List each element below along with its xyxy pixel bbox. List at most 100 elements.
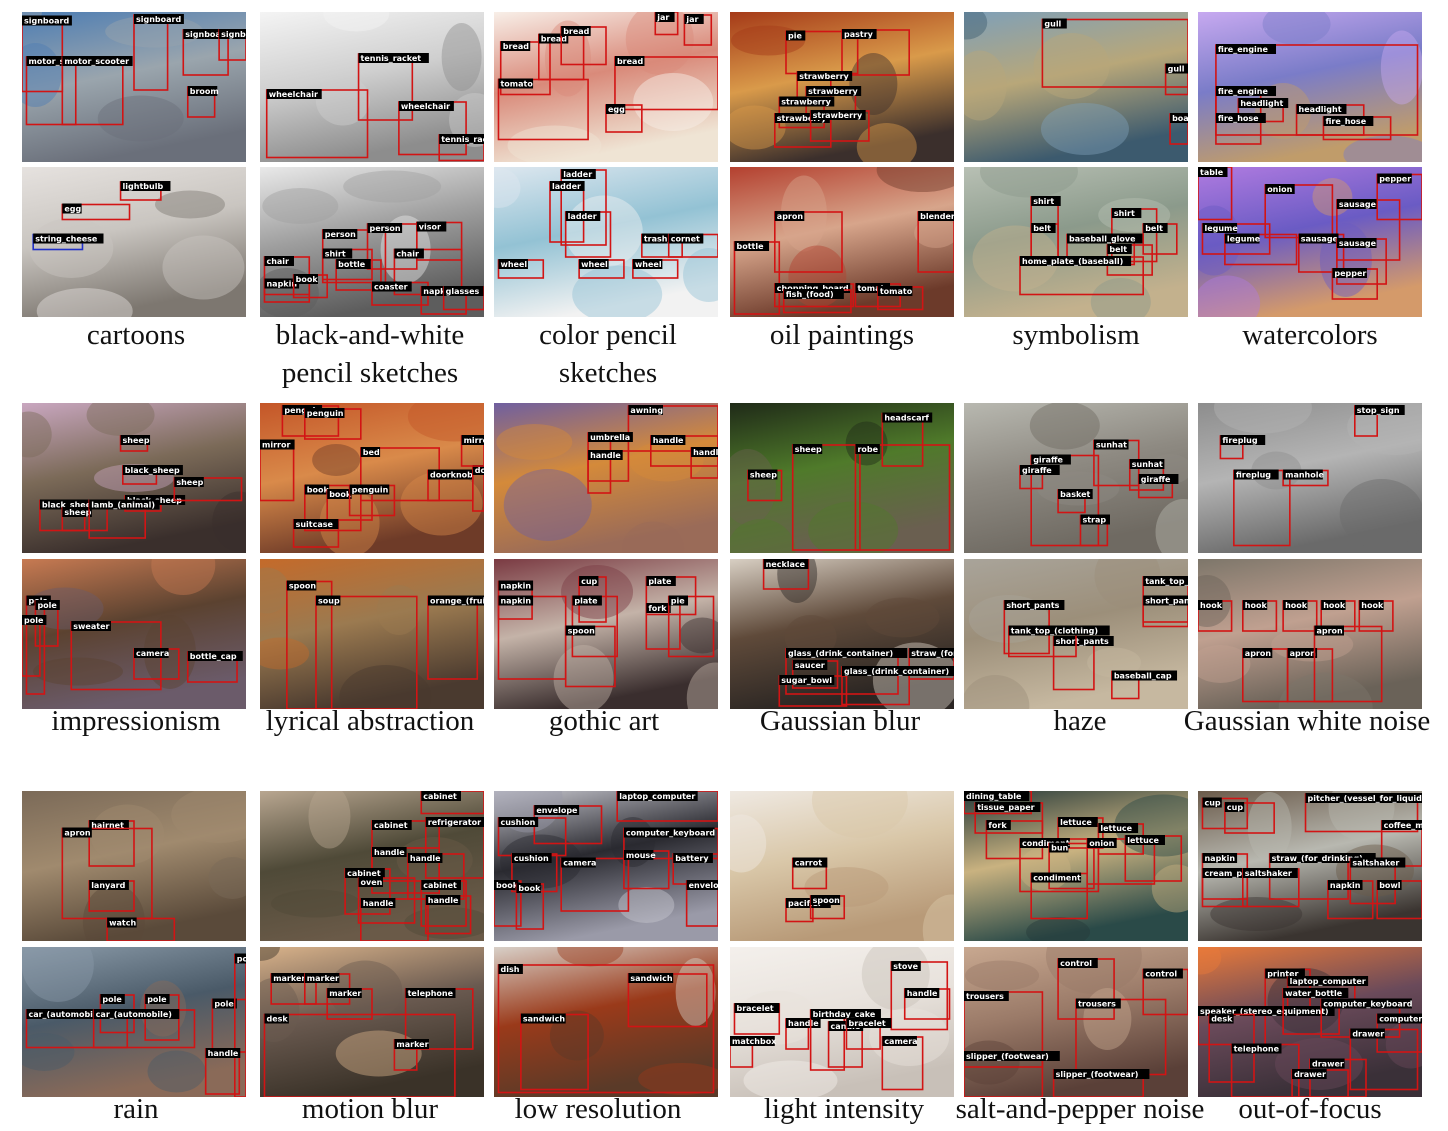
scene-shape [1087,647,1142,678]
box-label: pole [214,1000,234,1009]
scene-shape [1198,645,1251,683]
box-label: camera [136,649,169,658]
box-label: cabinet [423,792,457,801]
box-label-background [1305,793,1422,803]
image-tile: pole pole pole car_(automobile) car_(automob… [22,947,246,1097]
box-label-background [614,56,645,66]
box-label-background [842,666,954,676]
box-label: handle [363,899,394,908]
box-label: chair [396,250,419,259]
scene-shape [557,947,624,967]
bounding-box [654,12,679,36]
box-label-background [534,805,580,815]
box-label: tomato [880,287,913,296]
bounding-box [173,477,243,502]
box-label: boat [1172,114,1188,123]
scene-shape [1262,12,1331,45]
box-label-background [561,169,596,179]
box-label: giraffe [1033,456,1063,465]
box-label-background [498,259,528,269]
box-label: car_(automobile) [96,1010,172,1019]
box-label-background [327,489,352,499]
box-label-background [260,439,295,450]
tile-background [260,947,484,1097]
box-label: awning [630,406,663,415]
box-label: wheelchair [269,90,318,99]
scene-shape [155,190,225,219]
box-label-background [1215,44,1277,54]
box-label-background [786,1018,821,1028]
image-tile: tank_top_(clothing)short_pantsshort_pant… [964,559,1188,709]
box-label: strawberry [799,72,849,81]
box-label: car_(automobile) [28,1010,104,1019]
scene-shape [441,23,482,91]
box-label-background [779,675,835,685]
box-label: doorknob [475,466,484,475]
box-label-background [1020,838,1070,848]
box-label-background [1008,625,1110,636]
box-label: handle [653,436,684,445]
box-label-background [134,14,184,24]
box-label: computer_keyboard [626,829,716,838]
box-label: cornet [671,235,700,244]
box-label: doorknob [430,471,473,480]
box-label-background [579,259,609,269]
box-label: napkin [1204,854,1235,863]
box-label: strawberry [813,111,863,120]
box-label-background [1336,199,1377,209]
box-label-background [62,507,92,517]
box-label: strap [1082,516,1106,525]
box-label: signboard [24,17,69,26]
scene-shape [618,887,675,923]
box-label: tomato [857,284,890,293]
box-label: slipper_(footwear) [1056,1070,1139,1079]
box-label: pie [671,597,685,606]
bounding-box [667,595,715,658]
tile-image: gull gull boat [964,12,1188,162]
bounding-box [420,791,484,815]
box-label: gull [1168,65,1185,74]
box-label: drawer [1294,1070,1326,1079]
bounding-box [1086,838,1156,885]
box-label-background [1265,968,1305,979]
box-label-background [286,580,317,591]
box-label: lettuce [1127,836,1159,845]
caption-symbolism: symbolism [1012,319,1140,351]
box-label: book [518,884,541,893]
box-label: spoon [568,627,595,636]
box-label: handle [788,1019,819,1028]
image-tile: cup cup pitcher_(vessel_for_liquid) coffee_… [1198,791,1422,941]
caption-salt-and-pepper-noise: salt-and-pepper noise [955,1093,1205,1125]
box-label-background [1377,880,1402,890]
scene-shape [36,288,133,317]
box-label-background [691,447,718,457]
box-label-background [174,477,204,487]
box-label: penguin [352,486,389,495]
box-label: black_sheep [125,466,180,475]
box-label-background [986,820,1011,830]
box-label: shirt [325,250,346,259]
tile-image: stop_sign fireplug fireplug manhole [1198,403,1422,553]
box-label-background [71,621,111,631]
box-label-background [62,827,92,838]
box-label: bun [1051,844,1068,853]
box-label-background [810,110,866,120]
caption-oil-paintings: oil paintings [769,319,915,351]
box-label: necklace [766,560,806,569]
box-label-background [1209,1013,1234,1024]
box-label: broom [190,87,219,96]
scene-shape [260,637,310,670]
box-label-background [1143,968,1183,979]
scene-shape [86,403,155,436]
box-label-background [617,791,698,801]
box-label-background [183,29,234,39]
box-label: motor_scooter [28,57,93,66]
box-label-background [1198,1006,1335,1016]
bounding-box [1041,18,1188,88]
caption-watercolors: watercolors [1242,319,1378,351]
box-label-background [358,53,429,63]
